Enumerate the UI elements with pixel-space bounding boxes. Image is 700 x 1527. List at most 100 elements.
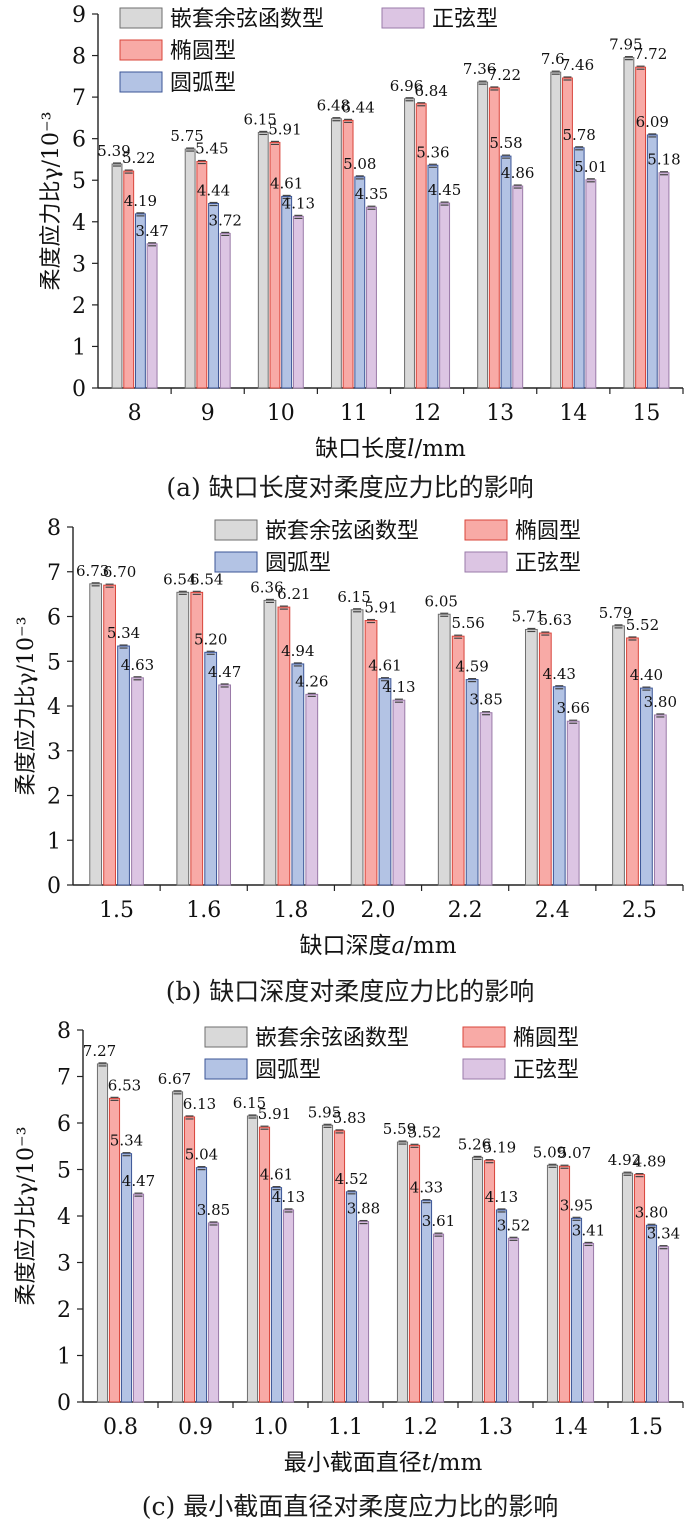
bar-3-7 [640, 687, 653, 886]
data-label: 5.22 [122, 149, 155, 167]
data-label: 7.27 [83, 1042, 116, 1060]
bar-1-7 [612, 625, 625, 886]
bar-4-5 [479, 712, 493, 886]
bar-2-7 [626, 637, 639, 886]
data-label: 3.66 [556, 699, 589, 717]
bar-2-7 [562, 77, 573, 389]
data-label: 4.61 [368, 657, 401, 675]
bar-2-6 [488, 87, 500, 389]
bar-4-1 [146, 243, 158, 389]
data-label: 5.95 [308, 1103, 341, 1121]
data-label: 5.09 [533, 1143, 566, 1161]
chart-panel-b: 0 1 2 3 4 5 6 7 8 柔度应力比γ/10⁻³ 1.5 1.6 1.8 2.0 2.2 2.4 2.… [0, 510, 700, 1015]
data-label: 5.59 [383, 1120, 416, 1138]
y-tick-label: 3 [72, 252, 86, 277]
x-axis-label: 缺口长度l/mm [315, 436, 466, 462]
bar-4-7 [653, 714, 667, 886]
bar-2-2 [196, 161, 208, 389]
y-tick-label: 4 [72, 211, 86, 236]
bar-3-8 [646, 134, 658, 389]
y-tick-label: 6 [57, 1112, 71, 1137]
y-tick-label: 3 [57, 1252, 71, 1277]
bar-1-7 [550, 71, 562, 389]
data-label: 3.52 [497, 1216, 530, 1234]
bar-2-7 [558, 1165, 571, 1403]
bar-1-2 [184, 148, 196, 389]
data-label: 6.53 [108, 1076, 141, 1094]
bar-3-4 [345, 1191, 358, 1403]
bar-4-8 [658, 172, 670, 389]
bar-2-1 [103, 584, 116, 886]
bar-1-5 [396, 1141, 409, 1403]
bar-3-5 [427, 164, 439, 389]
bar-2-4 [333, 1130, 346, 1403]
legend-swatch-4 [381, 7, 425, 29]
x-tick-label: 14 [559, 401, 587, 426]
chart-panel-c: 0 1 2 3 4 5 6 7 8 柔度应力比γ/10⁻³ 0.8 0.9 1.0 1.1 1.2 1.3 1.… [0, 1015, 700, 1527]
data-label: 6.15 [337, 588, 370, 606]
bar-4-5 [432, 1233, 445, 1403]
y-tick-label: 8 [57, 1019, 71, 1044]
bar-2-8 [633, 1174, 646, 1403]
chart-c-svg: 0 1 2 3 4 5 6 7 8 柔度应力比γ/10⁻³ 0.8 0.9 1.0 1.1 1.2 1.3 1.… [14, 1019, 684, 1476]
x-tick-label: 2.0 [361, 898, 396, 923]
bar-2-5 [415, 103, 427, 389]
bar-1-1 [111, 163, 123, 389]
caption-c: (c) 最小截面直径对柔度应力比的影响 [141, 1492, 559, 1521]
bar-2-2 [190, 591, 204, 886]
x-tick-label: 9 [201, 401, 215, 426]
data-label: 3.61 [422, 1212, 455, 1230]
data-label: 5.34 [110, 1132, 143, 1150]
bar-1-3 [246, 1115, 259, 1403]
bar-4-4 [357, 1221, 370, 1403]
data-label: 7.6 [541, 50, 565, 68]
y-tick-label: 2 [72, 294, 86, 319]
bar-2-8 [635, 66, 647, 389]
x-axis-label: 最小截面直径t/mm [284, 1450, 483, 1476]
y-tick-label: 8 [72, 45, 86, 70]
data-label: 3.85 [469, 691, 502, 709]
x-axis-label-variable: t [422, 1450, 432, 1476]
chart-panel-a: 0 1 2 3 4 5 6 7 8 9 柔度应力比γ/10⁻³ 8 9 10 11 12 13 14 15 缺口长度l… [0, 0, 700, 510]
bar-4-1 [132, 1193, 145, 1403]
x-axis-label-prefix: 最小截面直径 [284, 1450, 422, 1476]
data-label: 3.80 [644, 693, 677, 711]
data-label: 6.15 [233, 1094, 266, 1112]
data-label: 6.54 [190, 570, 223, 588]
y-axis-label: 柔度应力比γ/10⁻³ [14, 1127, 39, 1306]
data-label: 5.04 [185, 1146, 218, 1164]
data-label: 6.54 [163, 570, 196, 588]
data-label: 4.35 [355, 185, 388, 203]
x-tick-label: 1.6 [186, 898, 221, 923]
bar-4-7 [582, 1242, 595, 1403]
x-tick-label: 2.4 [535, 898, 570, 923]
bar-4-2 [218, 684, 232, 886]
bar-1-6 [524, 628, 538, 886]
legend-label-4: 正弦型 [432, 7, 498, 32]
data-label: 5.91 [268, 120, 301, 138]
data-label: 6.15 [244, 110, 277, 128]
data-label: 4.40 [630, 666, 663, 684]
bar-1-1 [89, 583, 103, 886]
data-label: 3.85 [197, 1201, 230, 1219]
data-label: 6.73 [76, 562, 109, 580]
caption-a: (a) 缺口长度对柔度应力比的影响 [166, 473, 534, 502]
bar-1-8 [623, 57, 635, 389]
bar-4-6 [512, 185, 524, 389]
data-label: 4.89 [633, 1153, 666, 1171]
data-label: 4.59 [455, 658, 488, 676]
data-label: 6.48 [317, 97, 350, 115]
legend-label-3: 圆弧型 [265, 551, 331, 576]
bar-3-6 [500, 155, 512, 389]
data-label: 5.52 [408, 1123, 441, 1141]
y-tick-label: 4 [47, 695, 61, 720]
data-label: 4.43 [543, 665, 576, 683]
data-label: 5.78 [562, 126, 595, 144]
bar-3-3 [281, 195, 293, 389]
y-tick-label: 8 [47, 516, 61, 541]
y-tick-label: 6 [72, 128, 86, 153]
bar-4-4 [392, 699, 406, 886]
x-tick-label: 1.3 [478, 1415, 513, 1440]
y-tick-label: 0 [57, 1391, 71, 1416]
data-label: 4.26 [295, 672, 328, 690]
